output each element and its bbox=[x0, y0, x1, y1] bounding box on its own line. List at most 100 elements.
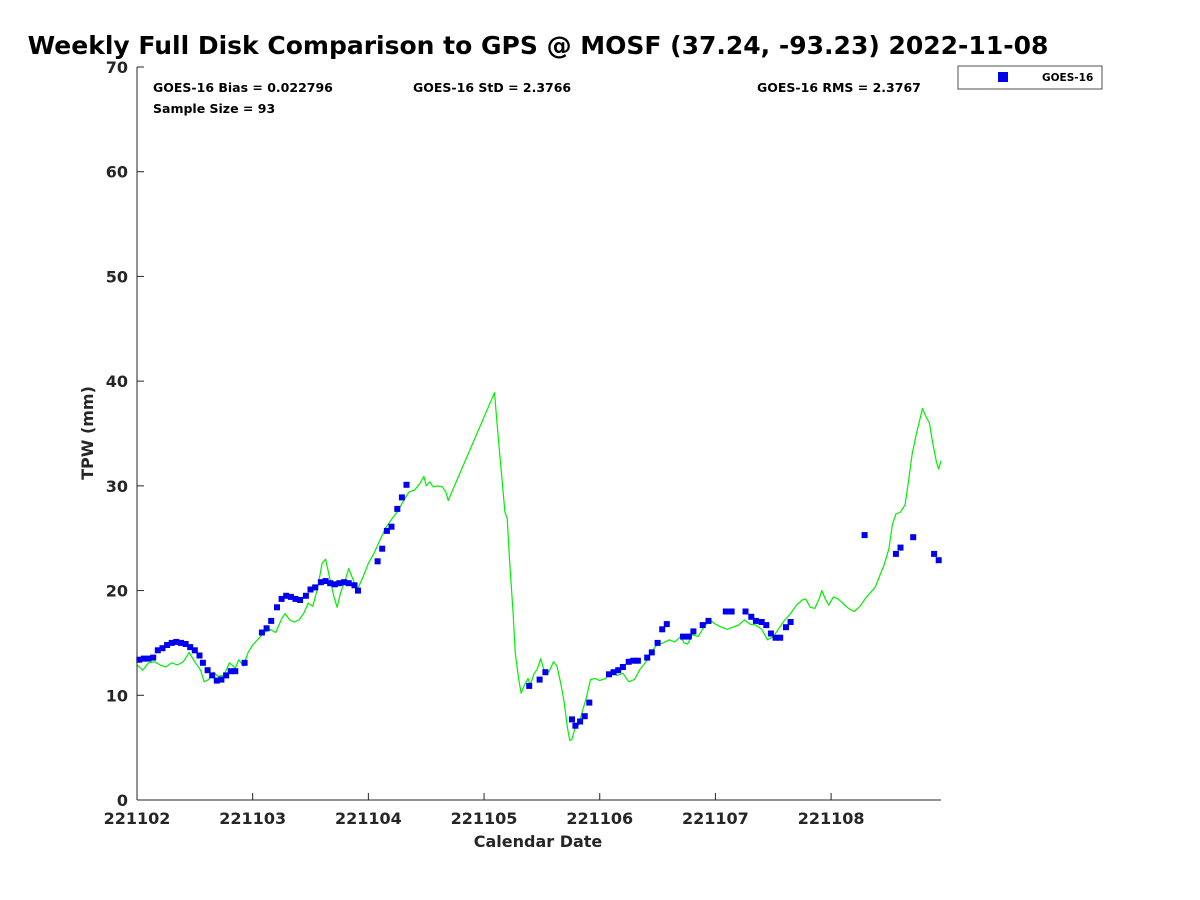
goes16-point bbox=[140, 655, 147, 662]
goes16-point bbox=[569, 716, 575, 723]
x-tick-label: 221105 bbox=[451, 809, 518, 828]
goes16-point bbox=[748, 613, 755, 620]
y-tick-label: 60 bbox=[106, 163, 128, 182]
x-tick-label: 221108 bbox=[798, 809, 865, 828]
goes16-point bbox=[150, 654, 157, 661]
goes16-point bbox=[758, 619, 765, 625]
goes16-point bbox=[191, 647, 198, 654]
goes16-point bbox=[787, 619, 794, 625]
gps-series bbox=[136, 392, 942, 741]
goes16-point bbox=[351, 582, 358, 589]
goes16-point bbox=[204, 667, 211, 674]
goes16-point bbox=[218, 676, 225, 683]
goes16-point bbox=[168, 639, 175, 646]
goes16-point bbox=[648, 649, 655, 656]
goes16-point bbox=[772, 634, 779, 641]
goes16-point bbox=[136, 656, 143, 663]
goes16-point bbox=[307, 586, 314, 593]
goes16-point bbox=[752, 617, 759, 624]
goes16-point bbox=[283, 592, 290, 599]
goes16-point bbox=[935, 557, 942, 564]
y-tick-label: 20 bbox=[106, 582, 128, 601]
goes16-point bbox=[213, 677, 220, 684]
goes16-point bbox=[336, 580, 343, 587]
goes16-point bbox=[536, 676, 543, 683]
goes16-point bbox=[615, 667, 622, 674]
legend-marker bbox=[998, 72, 1008, 82]
y-axis-ticks: 0 10 20 30 40 50 60 70 bbox=[106, 58, 144, 810]
goes16-point bbox=[331, 581, 338, 588]
goes16-point bbox=[892, 550, 899, 557]
goes16-point bbox=[394, 505, 401, 512]
goes16-point bbox=[861, 532, 868, 539]
goes16-point bbox=[258, 629, 265, 636]
y-tick-label: 0 bbox=[117, 791, 128, 810]
goes16-point bbox=[383, 527, 390, 534]
x-axis-label: Calendar Date bbox=[474, 832, 603, 851]
goes16-point bbox=[278, 595, 285, 602]
goes16-point bbox=[680, 633, 686, 640]
goes16-point bbox=[178, 639, 184, 646]
goes16-point bbox=[145, 655, 152, 662]
goes16-point bbox=[619, 664, 626, 670]
goes16-point bbox=[327, 580, 334, 587]
goes16-point bbox=[292, 595, 299, 602]
legend-label: GOES-16 bbox=[1042, 72, 1093, 84]
goes16-point bbox=[297, 597, 304, 603]
goes16-point bbox=[287, 593, 294, 600]
goes16-point bbox=[268, 617, 275, 624]
y-tick-label: 30 bbox=[106, 477, 128, 496]
goes16-series bbox=[136, 481, 942, 729]
goes16-point bbox=[728, 608, 735, 615]
goes16-point bbox=[223, 672, 230, 679]
bias-stat: GOES-16 Bias = 0.022796 bbox=[153, 80, 333, 95]
legend-box bbox=[957, 65, 1103, 90]
y-tick-label: 70 bbox=[106, 58, 128, 77]
goes16-point bbox=[302, 592, 309, 599]
goes16-point bbox=[341, 579, 348, 586]
goes16-point bbox=[173, 638, 180, 645]
goes16-point bbox=[763, 622, 770, 629]
goes16-point bbox=[722, 608, 729, 615]
goes16-point bbox=[374, 558, 381, 565]
goes16-point bbox=[227, 668, 234, 675]
x-axis-ticks: 221102 221103 221104 221105 221106 221107 2211… bbox=[104, 793, 865, 828]
goes16-point bbox=[777, 634, 784, 641]
goes16-point bbox=[659, 626, 666, 633]
goes16-point bbox=[630, 657, 637, 664]
goes16-point bbox=[232, 668, 239, 675]
y-axis-label: TPW (mm) bbox=[78, 386, 97, 480]
y-tick-label: 40 bbox=[106, 372, 128, 391]
goes16-point bbox=[199, 659, 206, 666]
goes16-point bbox=[154, 647, 161, 654]
goes16-point bbox=[767, 630, 774, 637]
goes16-point bbox=[931, 550, 938, 557]
goes16-point bbox=[581, 713, 588, 720]
y-tick-label: 50 bbox=[106, 267, 128, 286]
goes16-point bbox=[783, 624, 789, 631]
goes16-point bbox=[322, 578, 329, 585]
goes16-point bbox=[654, 639, 661, 646]
rms-stat: GOES-16 RMS = 2.3767 bbox=[757, 80, 921, 95]
y-tick-label: 10 bbox=[106, 686, 128, 705]
goes16-point bbox=[317, 579, 324, 586]
goes16-point bbox=[644, 654, 651, 661]
gps-line bbox=[136, 392, 942, 741]
goes16-point bbox=[542, 669, 549, 676]
goes16-point bbox=[742, 608, 749, 615]
legend: GOES-16 bbox=[957, 65, 1103, 90]
goes16-point bbox=[209, 672, 216, 679]
goes16-point bbox=[606, 671, 612, 678]
x-tick-label: 221102 bbox=[104, 809, 171, 828]
goes16-point bbox=[388, 523, 395, 530]
goes16-point bbox=[690, 628, 697, 635]
plot-background bbox=[137, 67, 941, 800]
goes16-point bbox=[526, 682, 533, 689]
goes16-point bbox=[572, 722, 579, 729]
goes16-point bbox=[663, 621, 670, 628]
sample-size-stat: Sample Size = 93 bbox=[153, 101, 275, 116]
x-tick-label: 221106 bbox=[566, 809, 633, 828]
goes16-point bbox=[182, 641, 189, 647]
goes16-point bbox=[196, 652, 203, 659]
